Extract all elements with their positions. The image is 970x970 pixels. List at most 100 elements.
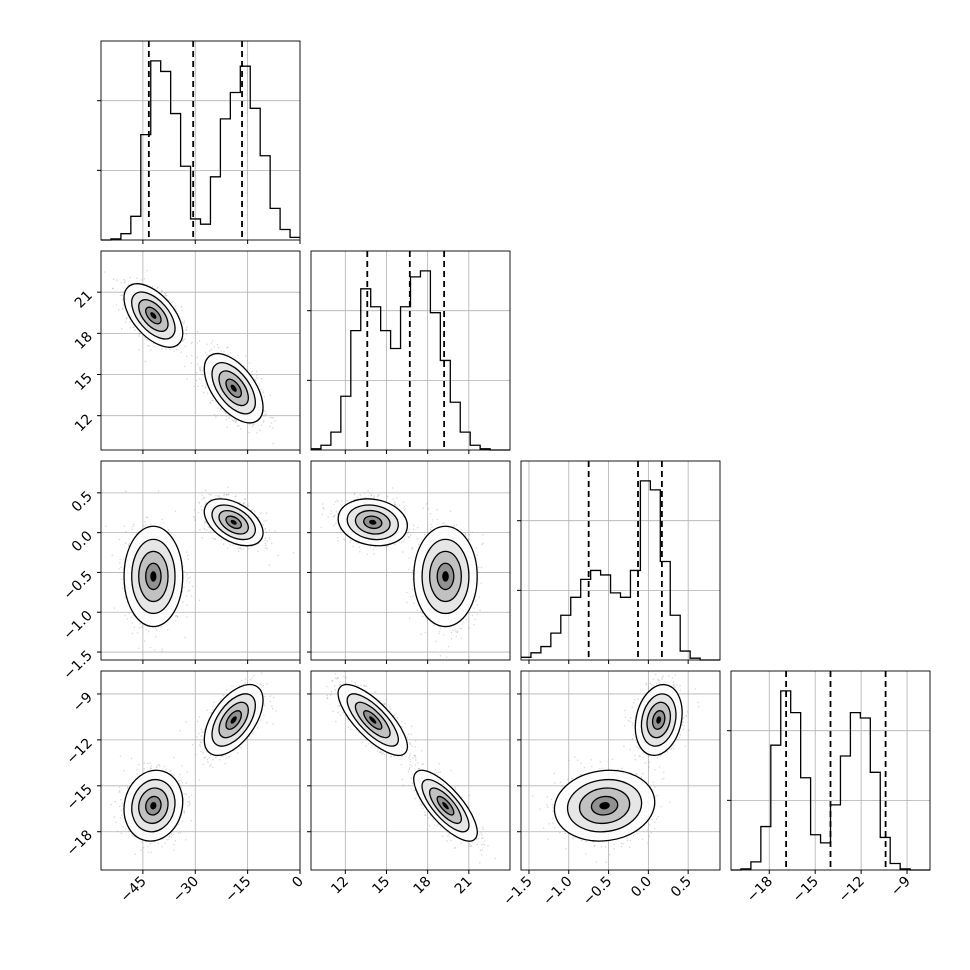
sample-point <box>154 635 157 638</box>
sample-point <box>201 536 204 539</box>
sample-point <box>237 545 240 547</box>
sample-point <box>124 490 127 493</box>
sample-point <box>128 612 130 615</box>
sample-point <box>208 493 211 496</box>
sample-point <box>225 415 228 418</box>
sample-point <box>222 543 225 546</box>
sample-point <box>133 626 136 628</box>
sample-point <box>128 321 131 324</box>
sample-point <box>121 298 123 301</box>
sample-point <box>124 542 127 544</box>
sample-point <box>190 362 193 365</box>
sample-point <box>131 632 134 635</box>
sample-point <box>125 530 127 533</box>
sample-point <box>206 392 209 394</box>
sample-point <box>427 508 430 510</box>
sample-point <box>213 538 216 540</box>
sample-point <box>413 602 415 604</box>
sample-point <box>229 544 232 546</box>
sample-point <box>153 648 156 651</box>
sample-point <box>460 528 462 531</box>
sample-point <box>204 503 206 505</box>
sample-point <box>124 321 127 324</box>
sample-point <box>161 290 164 293</box>
sample-point <box>292 552 295 554</box>
sample-point <box>203 528 206 530</box>
sample-point <box>174 510 177 513</box>
sample-point <box>123 525 126 527</box>
sample-point <box>147 630 150 633</box>
sample-point <box>168 348 171 351</box>
histogram-panel-0 <box>100 40 301 241</box>
histogram-panel-2 <box>520 460 721 661</box>
sample-point <box>183 586 185 589</box>
sample-point <box>406 601 408 604</box>
sample-point <box>471 531 473 533</box>
sample-point <box>143 277 146 280</box>
sample-point <box>476 554 479 556</box>
sample-point <box>264 413 266 416</box>
sample-point <box>223 494 225 497</box>
sample-point <box>201 384 204 387</box>
sample-point <box>443 522 446 524</box>
sample-point <box>480 582 482 584</box>
panel-frame <box>100 40 301 241</box>
sample-point <box>264 528 267 531</box>
sample-point <box>196 342 199 344</box>
sample-point <box>148 345 150 347</box>
sample-point <box>186 579 188 582</box>
sample-point <box>181 321 184 324</box>
sample-point <box>436 508 438 511</box>
sample-point <box>329 512 332 515</box>
sample-point <box>140 279 143 281</box>
sample-point <box>435 640 437 643</box>
sample-point <box>190 354 193 357</box>
sample-point <box>161 518 164 521</box>
sample-point <box>196 363 199 366</box>
sample-point <box>199 369 202 372</box>
sample-point <box>188 589 191 592</box>
sample-point <box>323 508 325 510</box>
sample-point <box>333 514 336 516</box>
sample-point <box>447 645 450 648</box>
sample-point <box>119 558 121 561</box>
sample-point <box>268 564 271 567</box>
sample-point <box>269 538 271 541</box>
sample-point <box>425 503 428 505</box>
sample-point <box>145 629 148 631</box>
sample-point <box>251 370 254 373</box>
sample-point <box>429 528 432 531</box>
sample-point <box>189 576 191 579</box>
sample-point <box>120 294 122 296</box>
sample-point <box>408 557 411 559</box>
sample-point <box>201 508 203 511</box>
scatter-panel-2-1 <box>310 460 511 661</box>
sample-point <box>411 588 414 591</box>
sample-point <box>274 530 277 532</box>
sample-point <box>476 613 479 616</box>
sample-point <box>126 618 129 620</box>
sample-point <box>406 591 408 594</box>
sample-point <box>264 527 267 530</box>
sample-point <box>227 493 229 496</box>
sample-point <box>113 607 116 610</box>
sample-point <box>237 550 240 552</box>
sample-point <box>133 326 135 328</box>
sample-point <box>223 350 225 353</box>
sample-point <box>226 426 229 429</box>
sample-point <box>464 534 467 536</box>
sample-point <box>227 353 229 356</box>
sample-point <box>271 416 273 419</box>
sample-point <box>453 524 456 527</box>
sample-point <box>188 581 191 584</box>
sample-point <box>186 326 188 328</box>
sample-point <box>266 540 269 543</box>
sample-point <box>209 401 212 404</box>
sample-point <box>132 523 135 526</box>
sample-point <box>174 305 177 307</box>
sample-point <box>372 548 375 551</box>
panel-frame <box>100 460 301 661</box>
sample-point <box>183 365 186 368</box>
sample-point <box>193 509 196 511</box>
sample-point <box>205 502 208 504</box>
